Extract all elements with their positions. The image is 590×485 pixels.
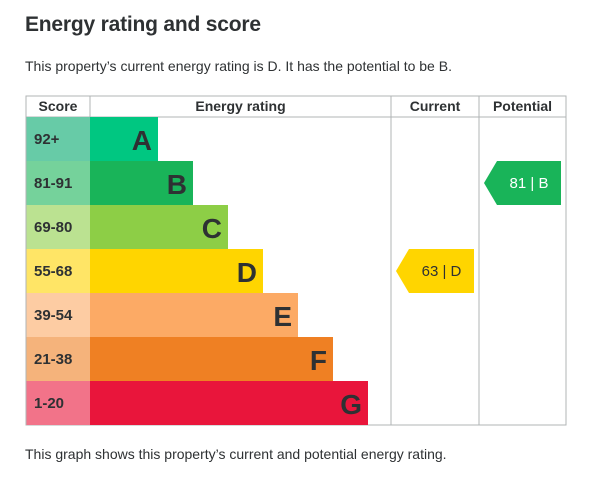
column-header: Current [410,98,461,114]
score-cell-a [26,117,90,161]
rating-letter: F [310,345,327,376]
rating-letter: E [273,301,292,332]
rating-bar-c [90,205,228,249]
rating-letter: B [167,169,187,200]
rating-letter: A [132,125,152,156]
score-cell-f [26,337,90,381]
page-title: Energy rating and score [25,13,261,36]
score-cell-b [26,161,90,205]
score-cell-e [26,293,90,337]
score-cell-c [26,205,90,249]
score-range-label: 39-54 [34,307,73,324]
rating-bar-e [90,293,298,337]
rating-letter: C [202,213,222,244]
column-header: Potential [493,98,552,114]
rating-bar-a [90,117,158,161]
footer-text: This graph shows this property’s current… [25,446,447,462]
column-header: Energy rating [195,98,285,114]
rating-bar-d [90,249,263,293]
potential-rating-label: 81 | B [510,175,549,192]
score-range-label: 1-20 [34,395,64,412]
score-range-label: 92+ [34,131,60,148]
score-range-label: 69-80 [34,219,72,236]
current-arrow [396,249,474,293]
rating-bar-g [90,381,368,425]
score-range-label: 21-38 [34,351,72,368]
score-range-label: 81-91 [34,175,72,192]
column-header: Score [39,98,78,114]
rating-letter: D [237,257,257,288]
potential-arrow [484,161,561,205]
intro-text: This property’s current energy rating is… [25,58,452,74]
rating-bar-f [90,337,333,381]
rating-bar-b [90,161,193,205]
score-cell-g [26,381,90,425]
rating-letter: G [340,389,362,420]
score-cell-d [26,249,90,293]
current-rating-label: 63 | D [422,263,462,280]
score-range-label: 55-68 [34,263,72,280]
